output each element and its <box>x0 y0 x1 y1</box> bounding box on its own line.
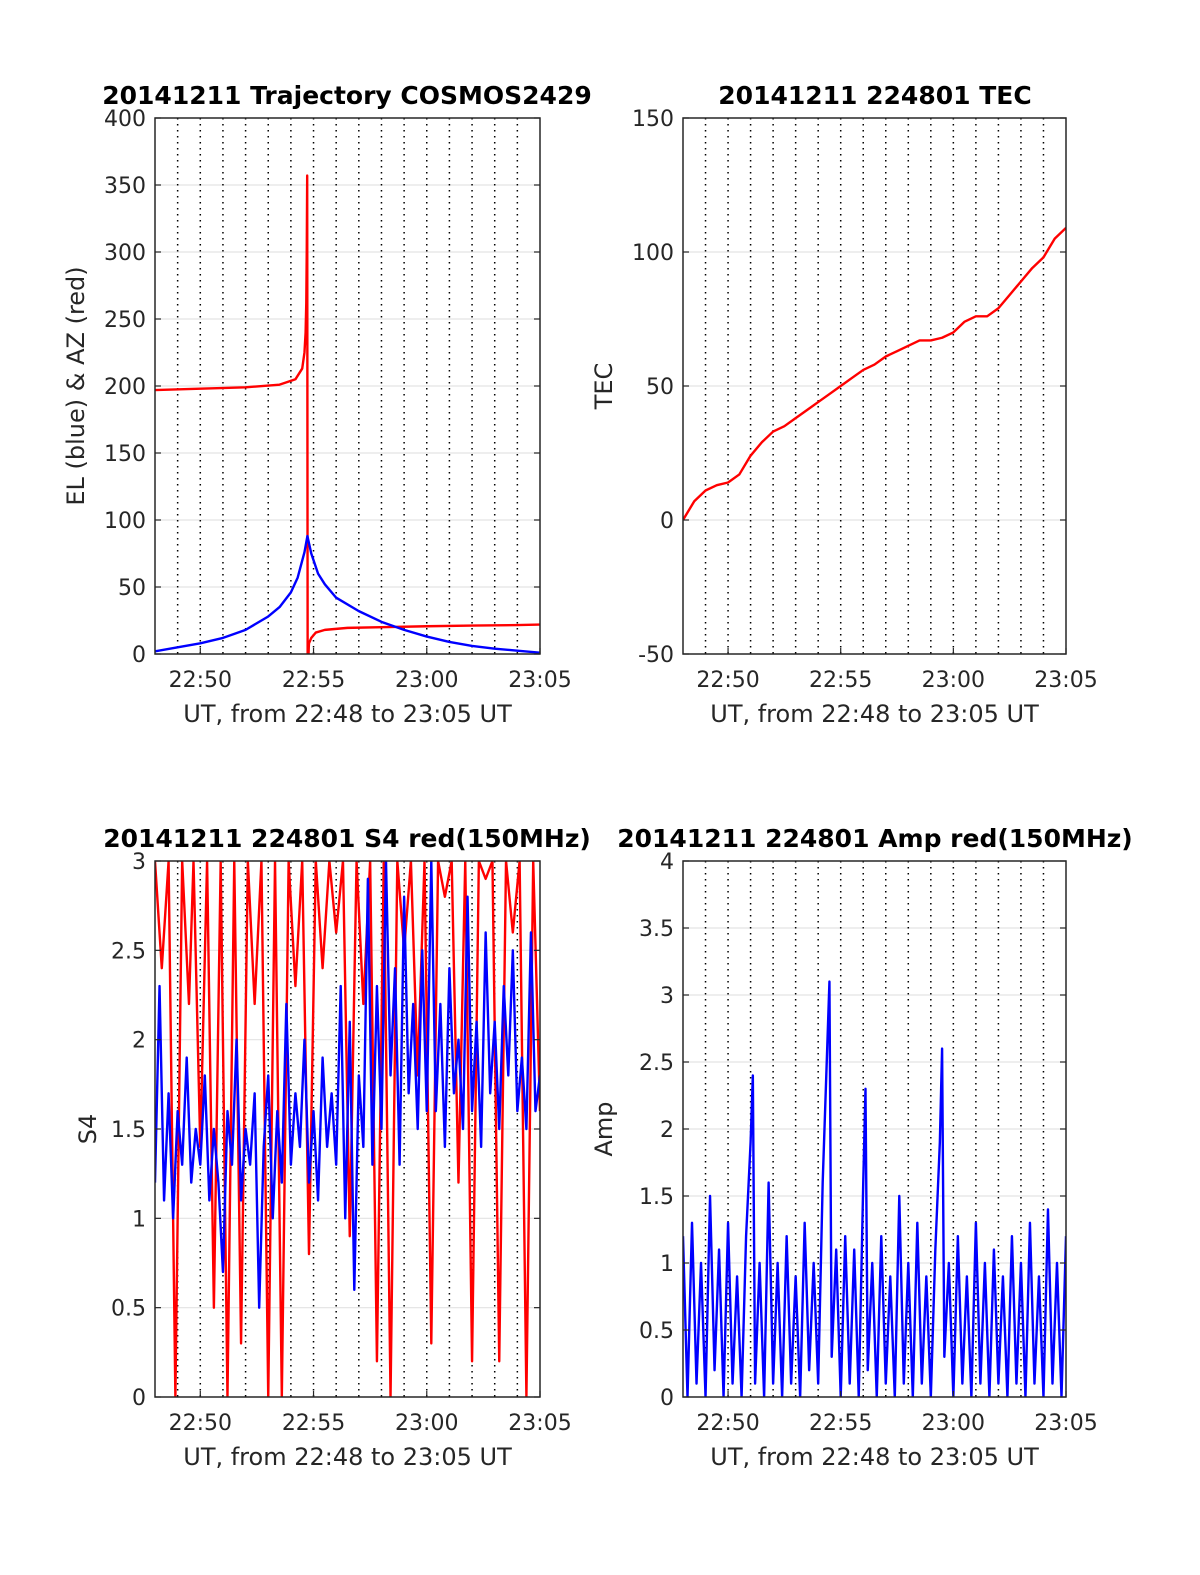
series-group <box>155 861 540 1397</box>
y-tick-label: 250 <box>104 308 146 333</box>
y-axis-label: EL (blue) & AZ (red) <box>62 266 90 505</box>
y-tick-label: 0.5 <box>639 1319 674 1344</box>
x-tick-label: 22:55 <box>282 1411 345 1436</box>
y-tick-label: 0 <box>132 1386 146 1411</box>
y-tick-label: 2.5 <box>639 1051 674 1076</box>
x-tick-label: 23:05 <box>508 1411 571 1436</box>
series-line-1 <box>155 861 540 1309</box>
x-tick-label: 22:50 <box>169 668 232 693</box>
y-tick-label: 3.5 <box>639 917 674 942</box>
x-tick-label: 22:55 <box>809 1411 872 1436</box>
y-tick-label: 0 <box>660 509 674 534</box>
y-tick-label: 50 <box>646 375 674 400</box>
y-tick-label: 100 <box>632 241 674 266</box>
y-tick-label: 3 <box>132 850 146 875</box>
y-tick-label: 2 <box>132 1029 146 1054</box>
x-axis-label: UT, from 22:48 to 23:05 UT <box>710 700 1039 728</box>
y-tick-label: 100 <box>104 509 146 534</box>
y-axis-label: Amp <box>590 1101 618 1156</box>
x-tick-label: 23:00 <box>922 668 985 693</box>
x-axis-label: UT, from 22:48 to 23:05 UT <box>183 1443 512 1471</box>
x-tick-label: 23:05 <box>1034 668 1097 693</box>
x-axis-label: UT, from 22:48 to 23:05 UT <box>183 700 512 728</box>
y-tick-label: 1 <box>132 1207 146 1232</box>
y-tick-label: 0 <box>132 643 146 668</box>
y-tick-label: 50 <box>118 576 146 601</box>
y-tick-label: 4 <box>660 850 674 875</box>
chart-title: 20141211 224801 Amp red(150MHz) <box>617 824 1133 853</box>
amp-panel: 0 0.5 1 1.5 2 2.5 3 3.5 4 22:50 22:55 23:00 23:05 UT,… <box>590 824 1133 1471</box>
trajectory-panel: 0 50 100 150 200 250 300 350 400 22:50 22:55 23:00 2… <box>62 81 592 728</box>
y-tick-label: 350 <box>104 174 146 199</box>
y-tick-label: 0.5 <box>111 1297 146 1322</box>
x-tick-label: 22:55 <box>809 668 872 693</box>
y-tick-label: 150 <box>104 442 146 467</box>
series-group <box>683 980 1066 1397</box>
y-tick-label: 400 <box>104 107 146 132</box>
y-tick-label: -50 <box>638 643 674 668</box>
x-tick-label: 23:00 <box>395 1411 458 1436</box>
x-tick-label: 23:05 <box>1034 1411 1097 1436</box>
x-tick-label: 23:00 <box>395 668 458 693</box>
y-tick-label: 1.5 <box>111 1118 146 1143</box>
x-tick-label: 23:00 <box>922 1411 985 1436</box>
x-tick-label: 22:55 <box>282 668 345 693</box>
series-line-0 <box>683 227 1066 521</box>
x-tick-label: 22:50 <box>169 1411 232 1436</box>
series-line-0 <box>155 861 540 1397</box>
tec-panel: -50 0 50 100 150 22:50 22:55 23:00 23:05 UT, from… <box>590 81 1098 728</box>
chart-title: 20141211 224801 TEC <box>718 81 1031 110</box>
x-tick-label: 23:05 <box>508 668 571 693</box>
y-tick-label: 0 <box>660 1386 674 1411</box>
series-group <box>155 174 540 654</box>
y-tick-label: 1.5 <box>639 1185 674 1210</box>
y-tick-label: 2 <box>660 1118 674 1143</box>
x-axis-label: UT, from 22:48 to 23:05 UT <box>710 1443 1039 1471</box>
y-tick-label: 200 <box>104 375 146 400</box>
series-line-az <box>155 174 540 654</box>
y-tick-label: 1 <box>660 1252 674 1277</box>
x-tick-label: 22:50 <box>696 668 759 693</box>
series-line-el <box>155 534 540 654</box>
y-tick-label: 150 <box>632 107 674 132</box>
series-group <box>683 227 1066 521</box>
y-axis-label: TEC <box>590 363 618 411</box>
y-tick-label: 2.5 <box>111 939 146 964</box>
y-tick-label: 300 <box>104 241 146 266</box>
series-line-0 <box>683 980 1066 1397</box>
s4-panel: 0 0.5 1 1.5 2 2.5 3 22:50 22:55 23:00 23:05 UT, fro… <box>74 824 591 1471</box>
chart-title: 20141211 224801 S4 red(150MHz) <box>103 824 591 853</box>
x-tick-label: 22:50 <box>696 1411 759 1436</box>
y-axis-label: S4 <box>74 1114 102 1145</box>
chart-title: 20141211 Trajectory COSMOS2429 <box>102 81 592 110</box>
y-tick-label: 3 <box>660 984 674 1009</box>
